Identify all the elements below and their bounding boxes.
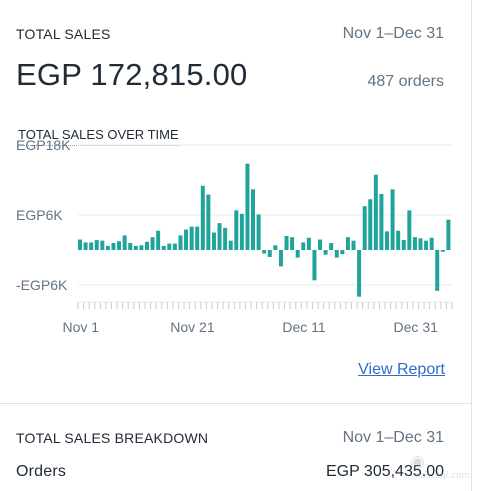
watermark-text: mostaql.com — [412, 471, 471, 481]
chart-bar[interactable] — [167, 243, 172, 250]
watermark: ◉ mostaql.com — [406, 452, 470, 486]
chart-bar[interactable] — [362, 206, 367, 250]
card-title: TOTAL SALES — [16, 26, 111, 42]
chart-bar[interactable] — [407, 210, 412, 250]
chart-bar[interactable] — [318, 239, 323, 251]
section-divider — [0, 403, 472, 404]
card-border — [471, 0, 472, 491]
chart-bar[interactable] — [156, 230, 161, 250]
chart-bar[interactable] — [312, 250, 317, 281]
chart-bar[interactable] — [396, 230, 401, 250]
chart-bar[interactable] — [78, 239, 82, 251]
chart-bar[interactable] — [278, 250, 283, 267]
chart-bar[interactable] — [429, 237, 434, 250]
chart-bar[interactable] — [267, 250, 272, 257]
x-tick-label: Nov 1 — [63, 319, 100, 335]
chart-bar[interactable] — [122, 235, 127, 250]
chart-bar[interactable] — [385, 231, 389, 250]
chart-bar[interactable] — [234, 210, 239, 250]
chart-bar[interactable] — [340, 250, 345, 255]
chart-bar[interactable] — [256, 214, 261, 250]
chart-bar[interactable] — [211, 232, 216, 251]
chart-bar[interactable] — [184, 229, 189, 250]
y-tick-label: EGP6K — [16, 207, 63, 223]
chart-bar[interactable] — [306, 237, 311, 250]
chart-bar[interactable] — [290, 237, 295, 250]
chart-bar[interactable] — [284, 236, 289, 250]
chart-bar[interactable] — [83, 242, 88, 250]
chart-bar[interactable] — [273, 245, 278, 250]
chart-bar[interactable] — [262, 250, 267, 254]
chart-bar[interactable] — [239, 213, 244, 250]
chart-bar[interactable] — [351, 240, 356, 250]
chart-bar[interactable] — [105, 245, 110, 250]
chart-bar[interactable] — [161, 245, 166, 250]
chart-bar[interactable] — [323, 250, 328, 255]
chart-bar[interactable] — [301, 242, 306, 250]
date-range: Nov 1–Dec 31 — [342, 25, 444, 42]
breakdown-title: TOTAL SALES BREAKDOWN — [16, 430, 209, 446]
chart-bar[interactable] — [440, 250, 445, 252]
chart-bar[interactable] — [206, 194, 211, 250]
chart-bar[interactable] — [217, 223, 222, 250]
x-tick-label: Nov 21 — [170, 319, 215, 335]
chart-bar[interactable] — [295, 250, 300, 258]
breakdown-date-range: Nov 1–Dec 31 — [342, 429, 444, 446]
chart-bar[interactable] — [178, 235, 183, 250]
chart-bar[interactable] — [150, 237, 155, 250]
chart-bar[interactable] — [111, 243, 116, 250]
chart-bar[interactable] — [345, 237, 350, 250]
chart-bar[interactable] — [228, 240, 233, 250]
total-sales-amount: EGP 172,815.00 — [16, 57, 248, 92]
chart-bar[interactable] — [390, 189, 395, 250]
breakdown-row-value: EGP 305,435.00 — [325, 463, 444, 480]
chart-bar[interactable] — [412, 237, 417, 250]
chart-bar[interactable] — [117, 241, 122, 250]
y-tick-label: EGP18K — [16, 137, 71, 153]
chart-bar[interactable] — [368, 199, 373, 250]
chart-bar[interactable] — [373, 174, 378, 250]
breakdown-row-label: Orders — [16, 463, 67, 480]
chart-bar[interactable] — [172, 243, 177, 250]
chart-bar[interactable] — [89, 242, 94, 250]
chart-bar[interactable] — [144, 241, 149, 250]
chart-bar[interactable] — [133, 245, 138, 250]
y-tick-label: -EGP6K — [16, 277, 68, 293]
x-tick-label: Dec 31 — [394, 319, 439, 335]
chart-bar[interactable] — [401, 240, 406, 250]
chart-bar[interactable] — [128, 243, 133, 250]
chart-bar[interactable] — [357, 250, 362, 297]
sales-bar-chart: EGP18K EGP6K -EGP6K Nov 1 Nov 21 Dec 11 Dec 3… — [16, 137, 453, 335]
view-report-link[interactable]: View Report — [358, 361, 445, 378]
chart-bar[interactable] — [446, 219, 451, 250]
orders-count: 487 orders — [367, 73, 445, 90]
chart-bar[interactable] — [379, 194, 384, 250]
chart-bar[interactable] — [200, 185, 205, 250]
chart-bar[interactable] — [251, 189, 256, 250]
chart-bar[interactable] — [94, 240, 99, 250]
chart-bar[interactable] — [435, 250, 440, 291]
chart-bar[interactable] — [223, 227, 228, 250]
chart-bar[interactable] — [334, 250, 339, 258]
chart-bar[interactable] — [245, 163, 250, 250]
chart-bar[interactable] — [195, 226, 200, 250]
chart-bar[interactable] — [418, 238, 423, 250]
chart-bar[interactable] — [100, 240, 105, 250]
chart-bar[interactable] — [139, 245, 144, 250]
x-tick-label: Dec 11 — [282, 319, 326, 335]
chart-bar[interactable] — [189, 226, 194, 250]
chart-bar[interactable] — [329, 243, 334, 250]
mostaql-logo-icon: ◉ — [410, 452, 425, 472]
chart-bar[interactable] — [424, 240, 429, 250]
